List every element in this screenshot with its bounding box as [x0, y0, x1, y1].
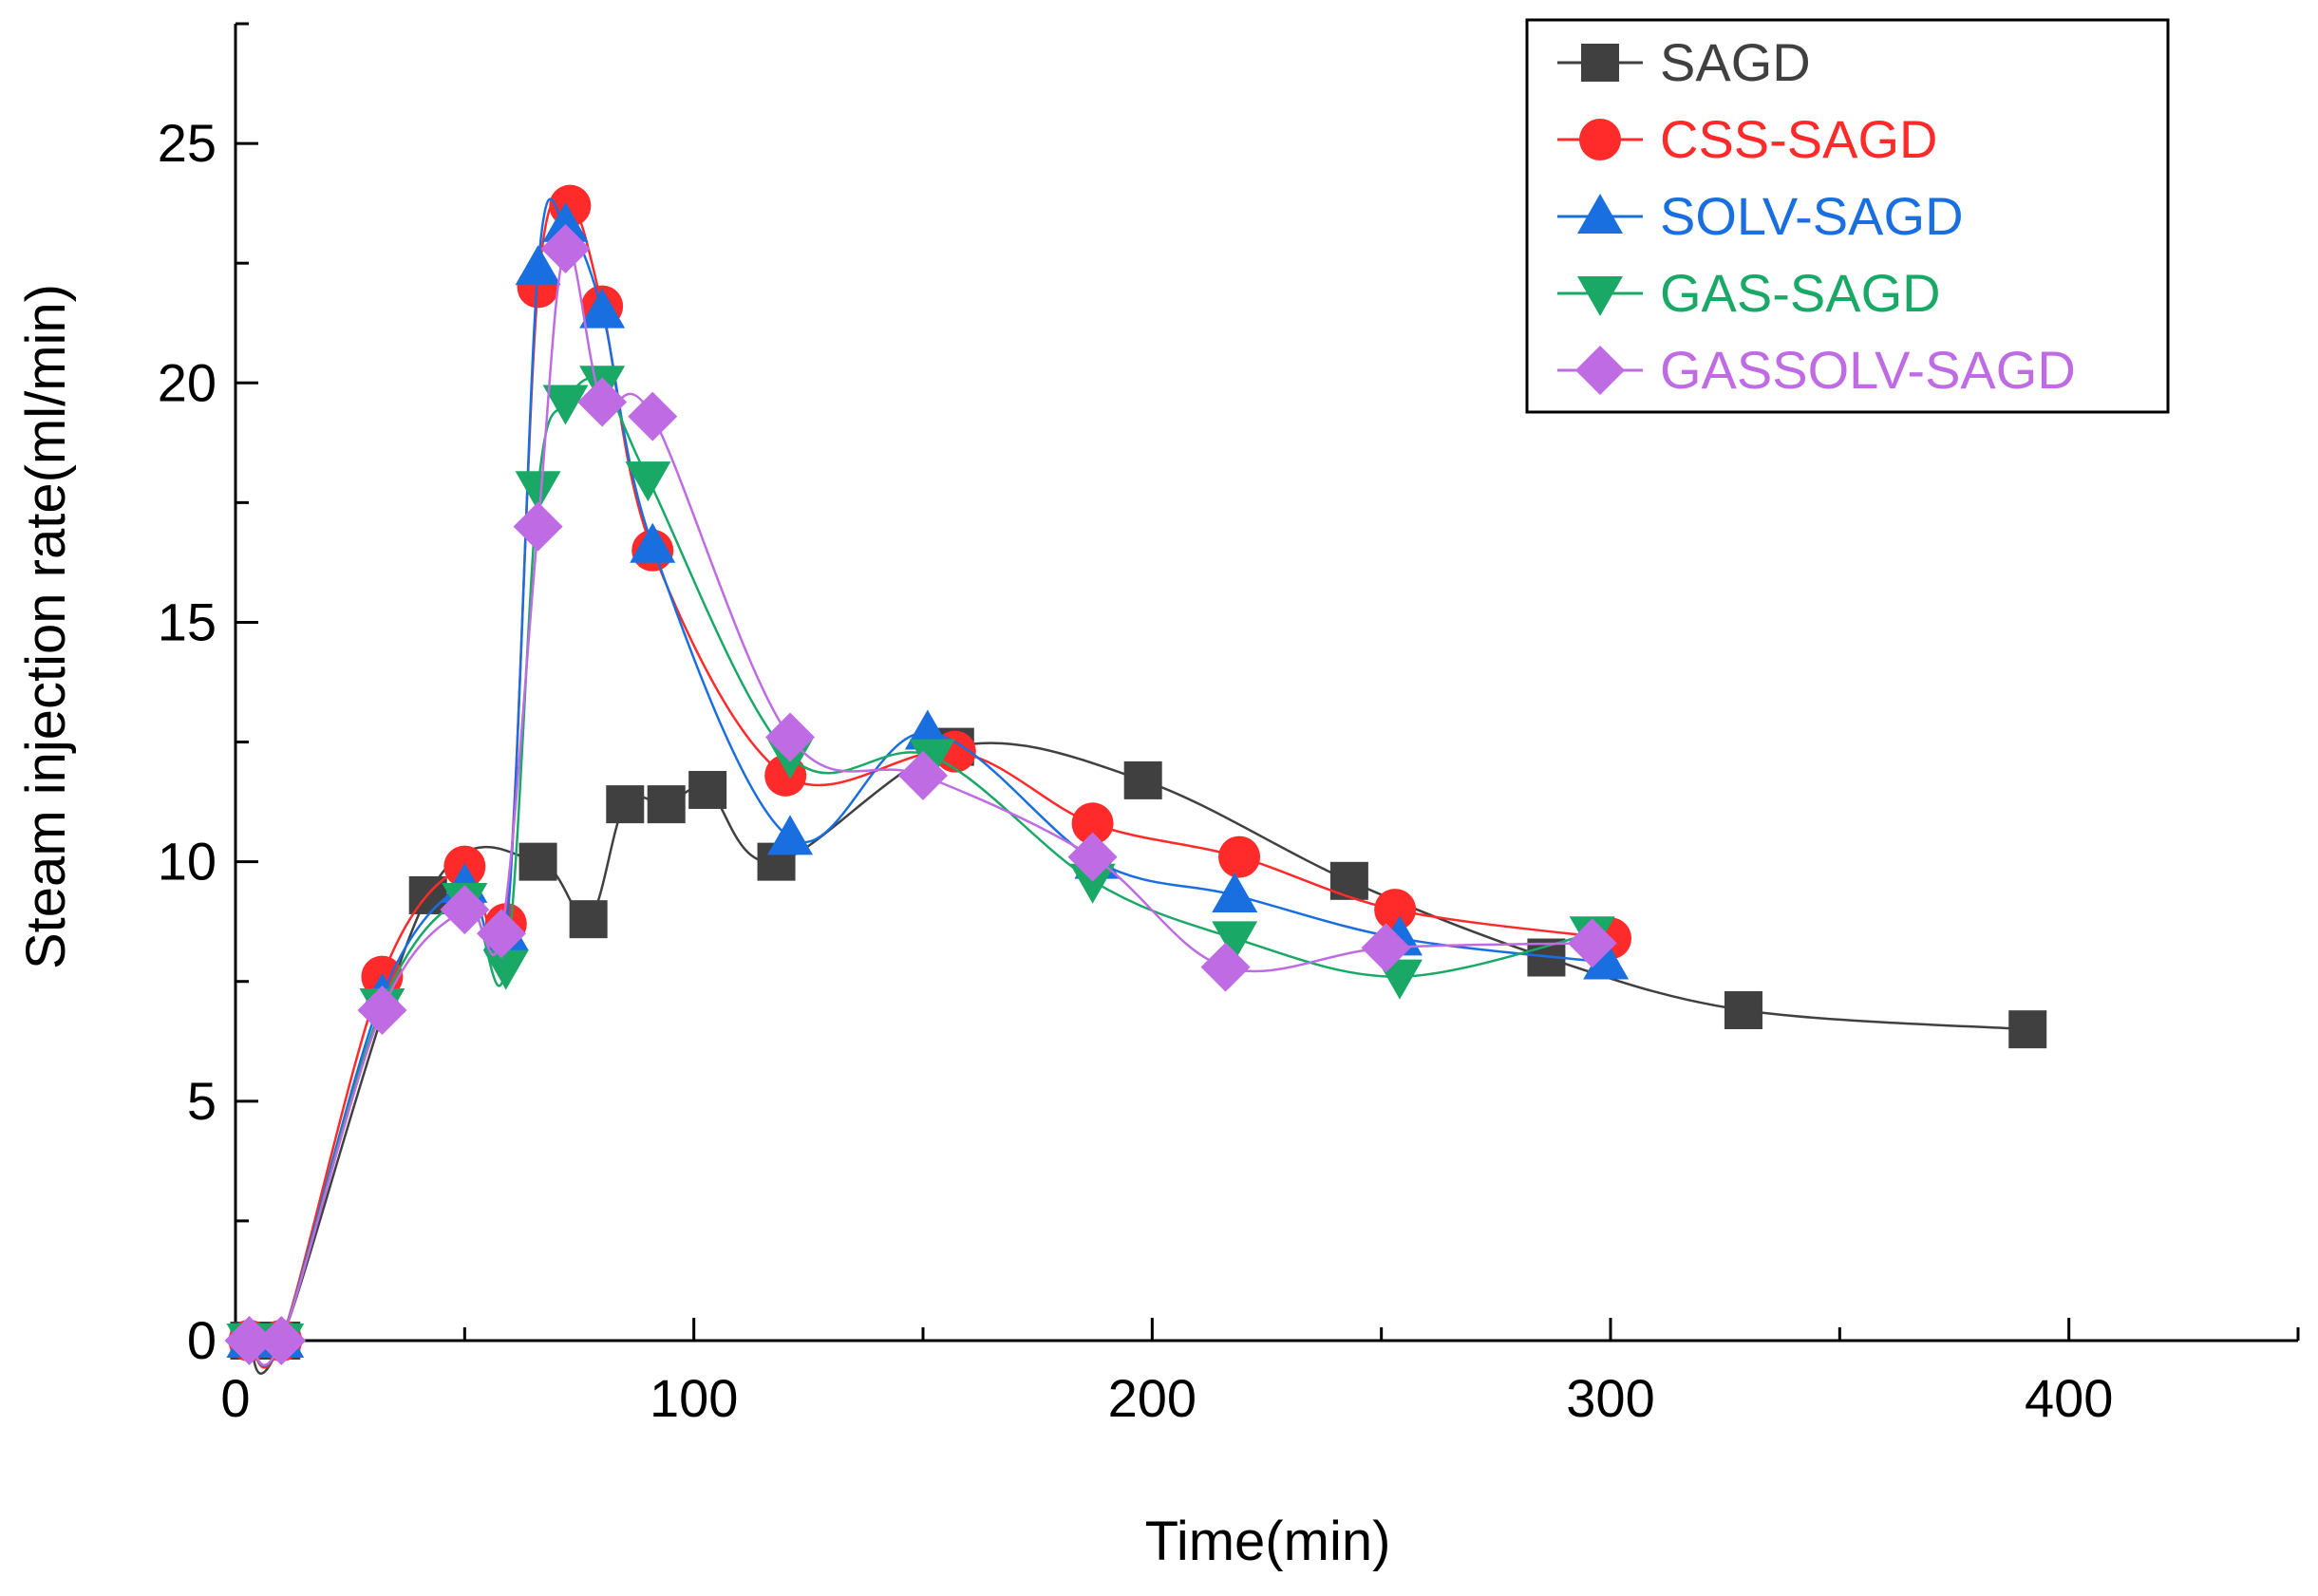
x-tick-label: 100 — [650, 1368, 738, 1428]
data-point — [518, 842, 557, 881]
x-tick-label: 400 — [2025, 1368, 2113, 1428]
data-point — [1212, 921, 1258, 962]
y-tick-label: 25 — [158, 113, 217, 173]
y-tick-label: 5 — [187, 1071, 217, 1131]
data-point — [898, 750, 948, 800]
legend-entry: GASSOLV-SAGD — [1557, 340, 2076, 400]
data-point — [909, 739, 955, 779]
data-point — [579, 288, 626, 329]
series-line — [248, 197, 1607, 1368]
legend-label: SAGD — [1660, 32, 1811, 92]
data-point — [1374, 889, 1417, 931]
data-point — [1724, 990, 1762, 1029]
data-point — [476, 909, 526, 959]
data-point — [628, 391, 678, 441]
series-line — [248, 197, 1611, 1369]
legend-label: SOLV-SAGD — [1660, 186, 1964, 246]
data-point — [767, 815, 814, 855]
data-point — [1567, 918, 1617, 968]
legend-entry: CSS-SAGD — [1557, 109, 1938, 169]
y-tick-label: 20 — [158, 352, 217, 412]
data-point — [540, 224, 591, 274]
y-tick-label: 10 — [158, 832, 217, 892]
data-point — [224, 1316, 274, 1365]
y-tick-label: 15 — [158, 591, 217, 651]
data-point — [577, 377, 628, 427]
data-point — [569, 900, 608, 939]
legend-marker — [1579, 119, 1621, 160]
data-point — [1361, 923, 1411, 973]
y-axis-title: Steam injection rate(ml/min) — [15, 284, 77, 969]
data-point — [1200, 942, 1251, 992]
legend-marker — [1577, 194, 1623, 234]
data-point — [765, 712, 816, 762]
series-line — [248, 245, 1592, 1367]
x-tick-label: 300 — [1566, 1368, 1654, 1428]
data-point — [513, 501, 563, 552]
legend-marker — [1581, 44, 1619, 82]
legend-label: GASSOLV-SAGD — [1660, 340, 2076, 400]
data-point — [440, 885, 490, 935]
data-point — [542, 385, 589, 425]
series-gassolv-sagd — [224, 224, 1617, 1367]
data-point — [606, 785, 645, 824]
x-axis-title: Time(min) — [1145, 1511, 1391, 1572]
legend-marker — [1577, 276, 1623, 316]
y-axis-title-group: Steam injection rate(ml/min) — [15, 284, 77, 969]
data-point — [1329, 861, 1368, 900]
data-point — [1067, 832, 1118, 882]
data-point — [515, 245, 561, 286]
data-point — [1218, 836, 1261, 878]
data-point — [625, 461, 671, 502]
data-point — [647, 785, 686, 824]
legend: SAGD CSS-SAGD SOLV-SAGD GAS-SAGD GASSOLV-SAG… — [1525, 18, 2170, 414]
series-sagd — [230, 727, 2047, 1375]
data-point — [630, 522, 676, 563]
data-point — [256, 1316, 307, 1365]
data-point — [1212, 872, 1258, 912]
data-point — [515, 471, 561, 512]
data-point — [1071, 802, 1114, 845]
axes: 0 100 200 300 400 0 5 10 15 20 25 — [158, 22, 2300, 1428]
legend-marker — [1575, 346, 1625, 395]
x-tick-label: 200 — [1108, 1368, 1197, 1428]
legend-entry: SOLV-SAGD — [1557, 186, 1964, 246]
series-gas-sagd — [226, 366, 1615, 1367]
y-tick-label: 0 — [187, 1310, 217, 1370]
data-point — [1069, 863, 1116, 904]
legend-label: GAS-SAGD — [1660, 263, 1941, 323]
legend-label: CSS-SAGD — [1660, 109, 1938, 169]
legend-entry: GAS-SAGD — [1557, 263, 1941, 323]
data-point — [688, 770, 727, 809]
x-tick-label: 0 — [220, 1368, 250, 1428]
legend-entry: SAGD — [1557, 32, 1811, 92]
series-layer — [224, 184, 2047, 1375]
data-point — [1583, 939, 1630, 980]
data-point — [482, 949, 529, 990]
data-point — [2008, 1010, 2047, 1049]
data-point — [542, 201, 589, 242]
data-point — [1123, 760, 1162, 799]
x-axis-title-group: Time(min) — [1145, 1511, 1391, 1572]
data-point — [357, 985, 407, 1035]
